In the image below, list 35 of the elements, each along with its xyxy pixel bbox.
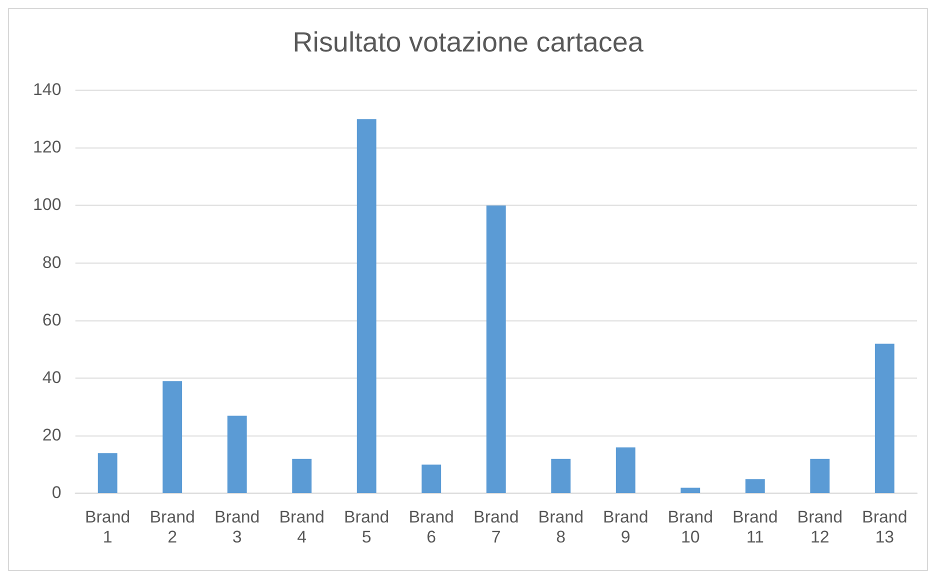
chart-title: Risultato votazione cartacea (292, 26, 644, 58)
x-tick-label: Brand 9 (603, 507, 648, 547)
bar (292, 458, 312, 493)
x-tick-label: Brand 2 (150, 507, 195, 547)
bar (227, 416, 247, 493)
x-tick-label: Brand 12 (797, 507, 843, 547)
bar (551, 458, 571, 493)
y-tick-label: 60 (42, 310, 62, 330)
x-tick-label: Brand 7 (474, 507, 519, 547)
y-tick-label: 140 (32, 80, 62, 99)
bar (874, 344, 894, 493)
bar (356, 119, 376, 493)
x-tick-label: Brand 10 (668, 507, 713, 547)
y-tick-label: 120 (32, 138, 62, 157)
y-tick-label: 20 (42, 426, 62, 445)
y-tick-label: 0 (52, 483, 62, 502)
x-tick-label: Brand 11 (732, 507, 778, 547)
y-tick-label: 80 (42, 252, 62, 272)
bar (98, 453, 118, 493)
bar (616, 447, 636, 493)
y-tick-label: 100 (32, 195, 62, 214)
bar (810, 458, 830, 493)
x-tick-label: Brand 3 (214, 507, 260, 547)
x-tick-label: Brand 8 (538, 507, 584, 547)
x-tick-label: Brand 1 (84, 507, 130, 547)
x-tick-label: Brand 4 (279, 507, 324, 547)
bar (745, 479, 765, 493)
y-tick-label: 40 (42, 368, 62, 387)
x-tick-label: Brand 5 (344, 507, 390, 547)
bar (422, 464, 442, 493)
x-tick-label: Brand 13 (862, 507, 908, 547)
x-tick-label: Brand 6 (408, 507, 454, 547)
bar (680, 488, 700, 493)
bar (162, 381, 182, 493)
bar (486, 206, 506, 493)
